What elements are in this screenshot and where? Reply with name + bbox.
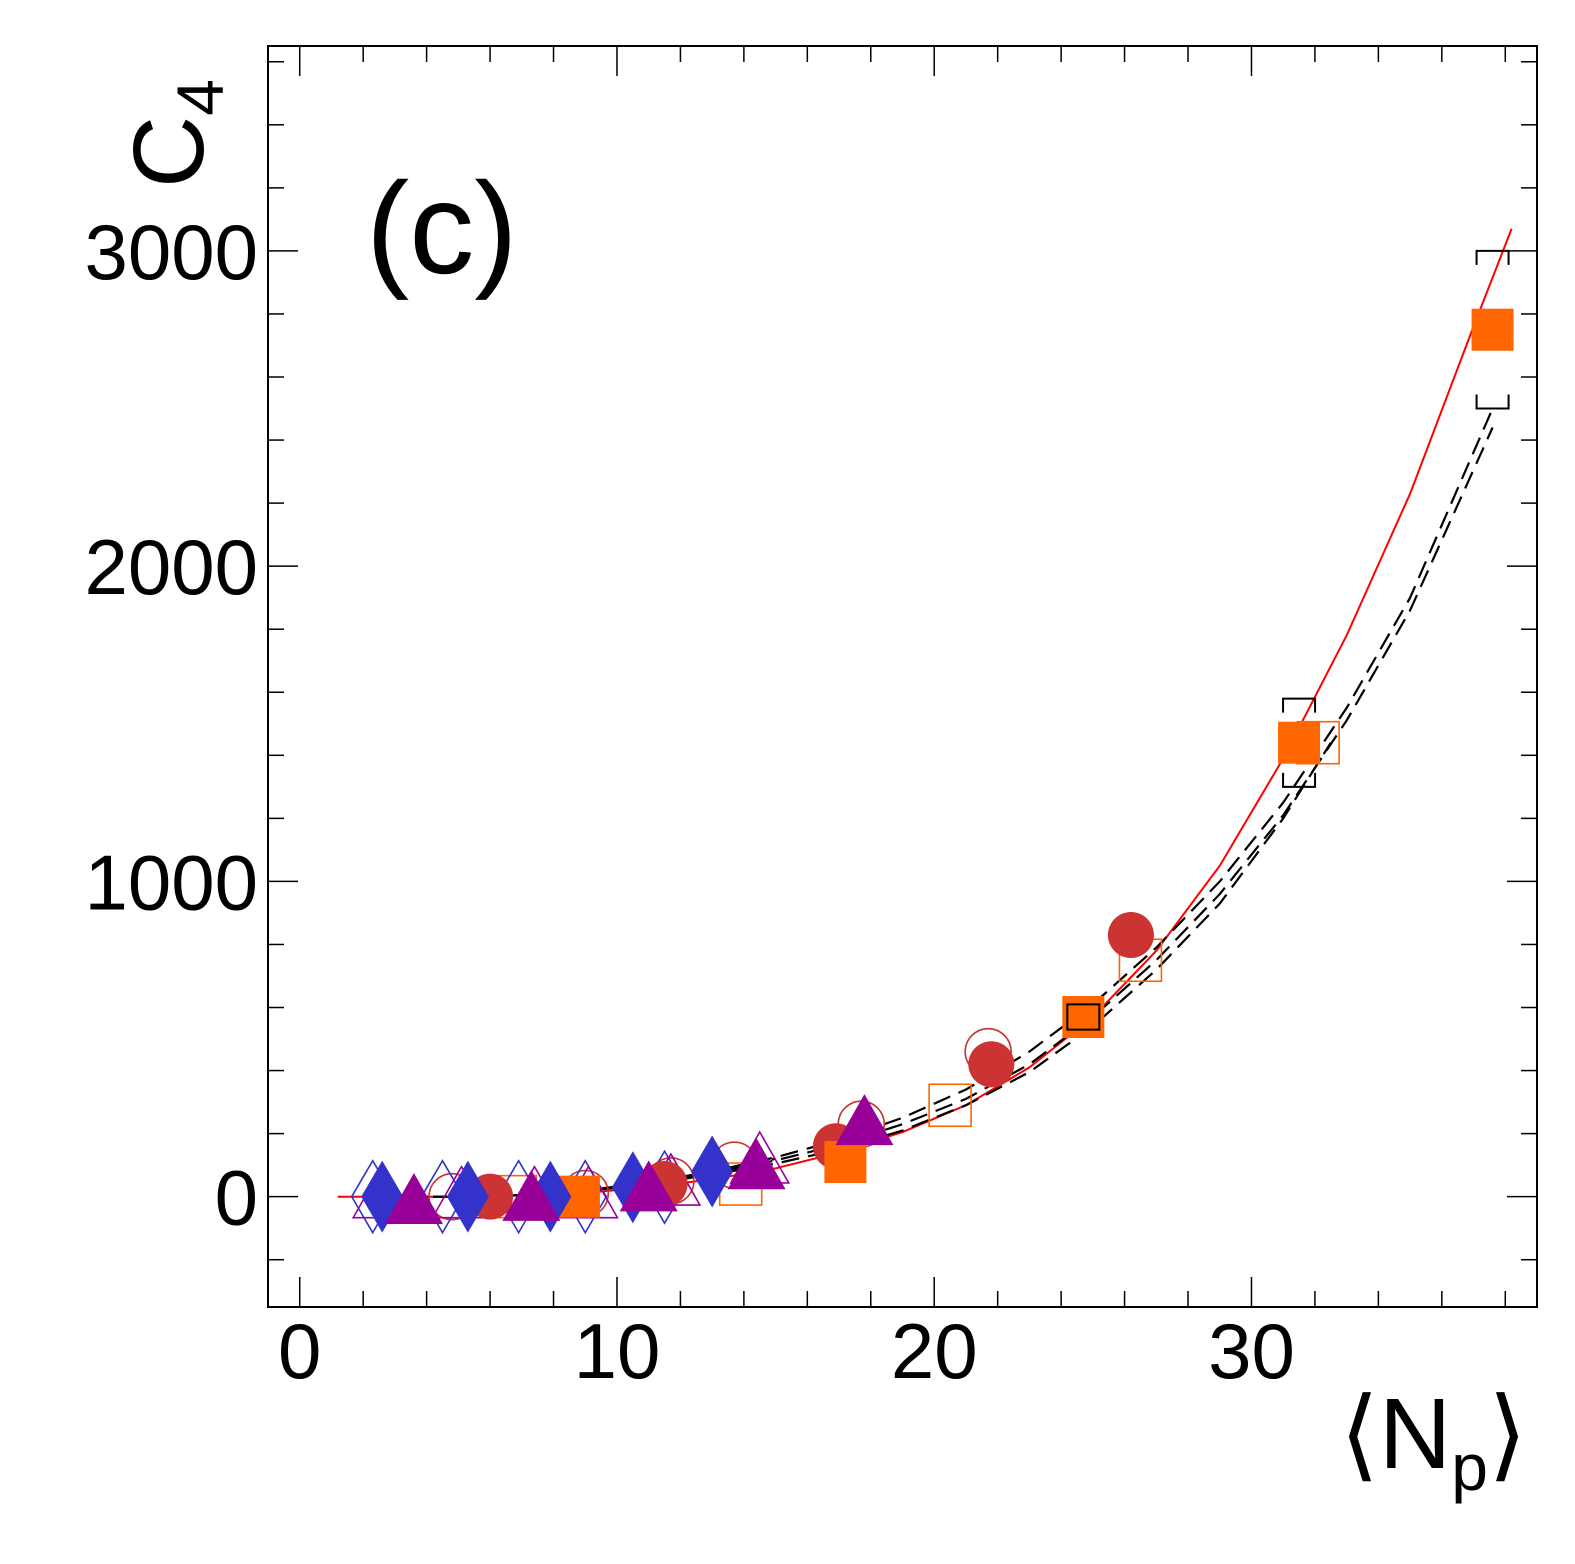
svg-text:C4: C4 [113, 79, 237, 188]
series-open-squares [493, 720, 1340, 1219]
series-filled-squares [557, 308, 1514, 1218]
systematic-bracket [1066, 1003, 1101, 1031]
data-point-diamond [446, 1160, 489, 1233]
data-markers [350, 308, 1514, 1235]
panel-label: (c) [366, 155, 518, 301]
x-axis-title-base: ⟨N [1340, 1378, 1451, 1490]
red-fit [337, 228, 1513, 1198]
data-point-triangle [835, 1094, 894, 1146]
y-axis-title-sub: 4 [163, 79, 237, 116]
data-point-triangle [727, 1138, 786, 1190]
systematic-brackets [1066, 249, 1510, 1031]
data-point-circle [1107, 912, 1154, 959]
tick-labels: 0 10 20 30 0 1000 2000 3000 [84, 208, 1294, 1395]
model-dashed-2 [379, 427, 1494, 1198]
y-tick-label: 0 [215, 1154, 258, 1242]
data-point-square [824, 1140, 867, 1183]
x-axis-title-sub: p [1451, 1430, 1488, 1504]
model-dashed-1 [379, 408, 1494, 1198]
y-tick-label: 1000 [84, 838, 258, 926]
y-tick-label: 2000 [84, 523, 258, 611]
systematic-bracket [1282, 697, 1317, 788]
x-tick-label: 20 [891, 1307, 978, 1395]
y-axis-title: C4 [113, 79, 237, 188]
y-axis-title-base: C [113, 116, 225, 188]
x-tick-label: 30 [1208, 1307, 1295, 1395]
model-curves [337, 228, 1513, 1198]
x-axis-title-close: ⟩ [1488, 1378, 1527, 1490]
data-point-circle [968, 1041, 1015, 1088]
data-point-square [928, 1083, 972, 1128]
plot-frame [267, 45, 1538, 1308]
x-axis-title: ⟨Np⟩ [1340, 1378, 1527, 1504]
x-tick-label: 0 [278, 1307, 321, 1395]
systematic-bracket [1475, 249, 1510, 410]
data-point-triangle [619, 1160, 678, 1212]
data-point-square [1471, 308, 1514, 351]
svg-text:⟨Np⟩: ⟨Np⟩ [1340, 1378, 1527, 1504]
data-point-square [1278, 721, 1321, 764]
axis-ticks [268, 46, 1537, 1307]
y-tick-label: 3000 [84, 208, 258, 296]
data-point-triangle [384, 1172, 443, 1224]
x-tick-label: 10 [574, 1307, 661, 1395]
data-point-square [1062, 995, 1105, 1038]
data-point-diamond [691, 1135, 734, 1208]
series-filled-circles [467, 912, 1154, 1220]
series-filled-triangles [384, 1094, 894, 1224]
data-point-triangle [502, 1169, 561, 1221]
